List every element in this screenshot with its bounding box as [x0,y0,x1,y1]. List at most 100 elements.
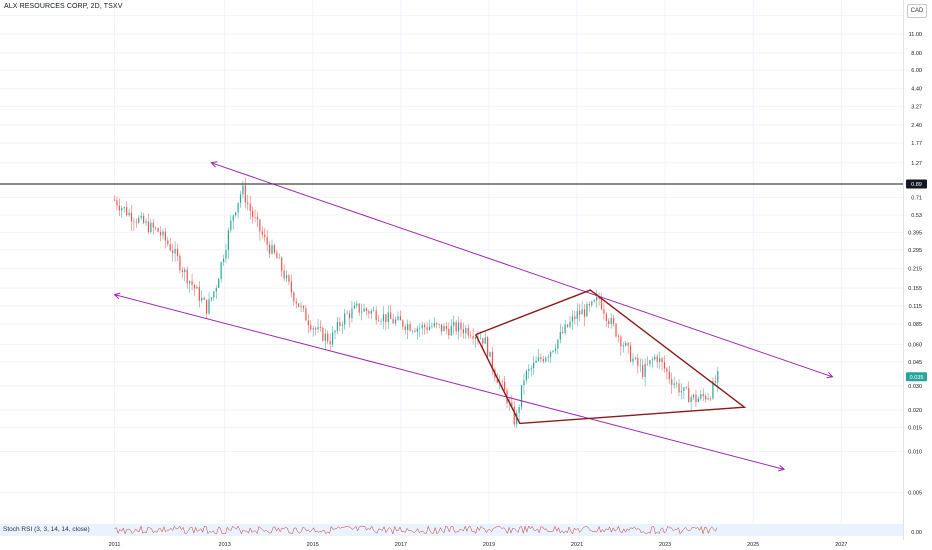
candle-body [668,371,670,380]
candle-body [661,358,663,363]
candle-body [612,317,615,324]
candle-body [159,232,162,236]
candle-body [380,320,382,322]
candle-body [675,383,678,385]
candle-body [334,330,336,333]
channel-lower-arrow-start [113,292,121,300]
y-tick-label: 0.020 [908,408,922,414]
currency-badge[interactable]: CAD [907,4,927,18]
candle-body [126,207,128,216]
candle-body [646,364,649,365]
candle-body [482,338,484,344]
candle-body [348,313,351,319]
candle-body [436,323,438,325]
candle-body [695,394,697,403]
y-tick-label: 0.395 [908,230,922,236]
candle-body [554,348,557,351]
price-label-text: 0.035 [910,375,924,381]
candle-body [133,221,135,223]
candle-body [123,207,125,209]
y-tick-label: 1.77 [911,141,922,147]
candle-body [671,379,673,385]
candle-body [312,328,314,330]
candle-body [467,328,469,336]
candle-body [181,270,183,272]
candle-body [557,339,559,349]
candle-body [218,279,220,288]
candle-body [666,368,668,372]
candle-body [184,269,186,272]
x-tick-label: 2023 [659,542,671,548]
candle-body [600,298,603,310]
candle-body [409,324,411,331]
candle-body [261,231,263,235]
candle-body [404,326,406,331]
candle-body [259,219,261,232]
y-tick-label: 0.010 [908,449,922,455]
candle-body [634,357,637,359]
candle-body [416,328,418,332]
candle-body [617,336,620,337]
candle-body [511,402,513,407]
candle-body [489,351,491,357]
candle-body [583,309,586,317]
candle-body [225,250,227,259]
candle-body [256,217,259,220]
candle-body [268,244,271,254]
candle-body [290,281,292,293]
candle-body [300,305,302,307]
candle-body [365,308,368,312]
x-tick-label: 2027 [835,542,847,548]
chart-title: ALX RESOURCES CORP, 2D, TSXV [4,3,123,10]
candle-body [685,387,687,389]
channel-upper-arrow-end [826,372,834,379]
price-labels: 0.89 0.035 [906,179,927,382]
candle-body [586,303,588,317]
candle-body [339,322,341,326]
candle-body [285,275,288,279]
candle-body [213,291,215,298]
candle-body [428,326,431,330]
candle-body [235,212,237,216]
candle-body [278,257,280,259]
y-tick-label: 3.27 [911,104,922,110]
candle-body [145,221,147,223]
candle-body [293,292,295,302]
candle-body [673,383,675,385]
candle-body [394,319,397,324]
indicator-label[interactable]: Stoch RSI (3, 3, 14, 14, close) [3,526,90,533]
candle-body [244,185,246,203]
y-tick-label: 0.005 [908,491,922,497]
candle-body [705,396,707,400]
candle-body [615,323,617,337]
candle-body [656,356,658,362]
price-label-box [906,179,927,189]
candle-body [678,383,680,393]
candle-body [462,329,464,334]
y-tick-label: 0.71 [911,195,922,201]
candle-body [242,185,244,195]
candle-body [157,228,159,233]
y-tick-label: 0.015 [908,425,922,431]
candle-body [399,316,402,321]
candle-body [356,303,358,306]
candle-body [501,381,503,383]
candle-body [162,231,164,236]
candle-body [450,325,452,336]
y-tick-label: 0.155 [908,286,922,292]
candle-body [426,327,428,330]
candle-body [375,310,377,321]
candle-body [470,335,472,337]
y-tick-label: 0.045 [908,360,922,366]
candle-body [596,296,598,301]
candle-body [714,381,716,383]
candle-body [341,324,343,326]
candle-body [453,322,455,326]
candle-body [605,313,607,321]
candle-body [193,284,196,289]
y-tick-label: 0.115 [909,304,922,310]
x-tick-label: 2013 [219,542,231,548]
x-tick-label: 2019 [483,542,495,548]
channel-upper-line [211,162,833,378]
